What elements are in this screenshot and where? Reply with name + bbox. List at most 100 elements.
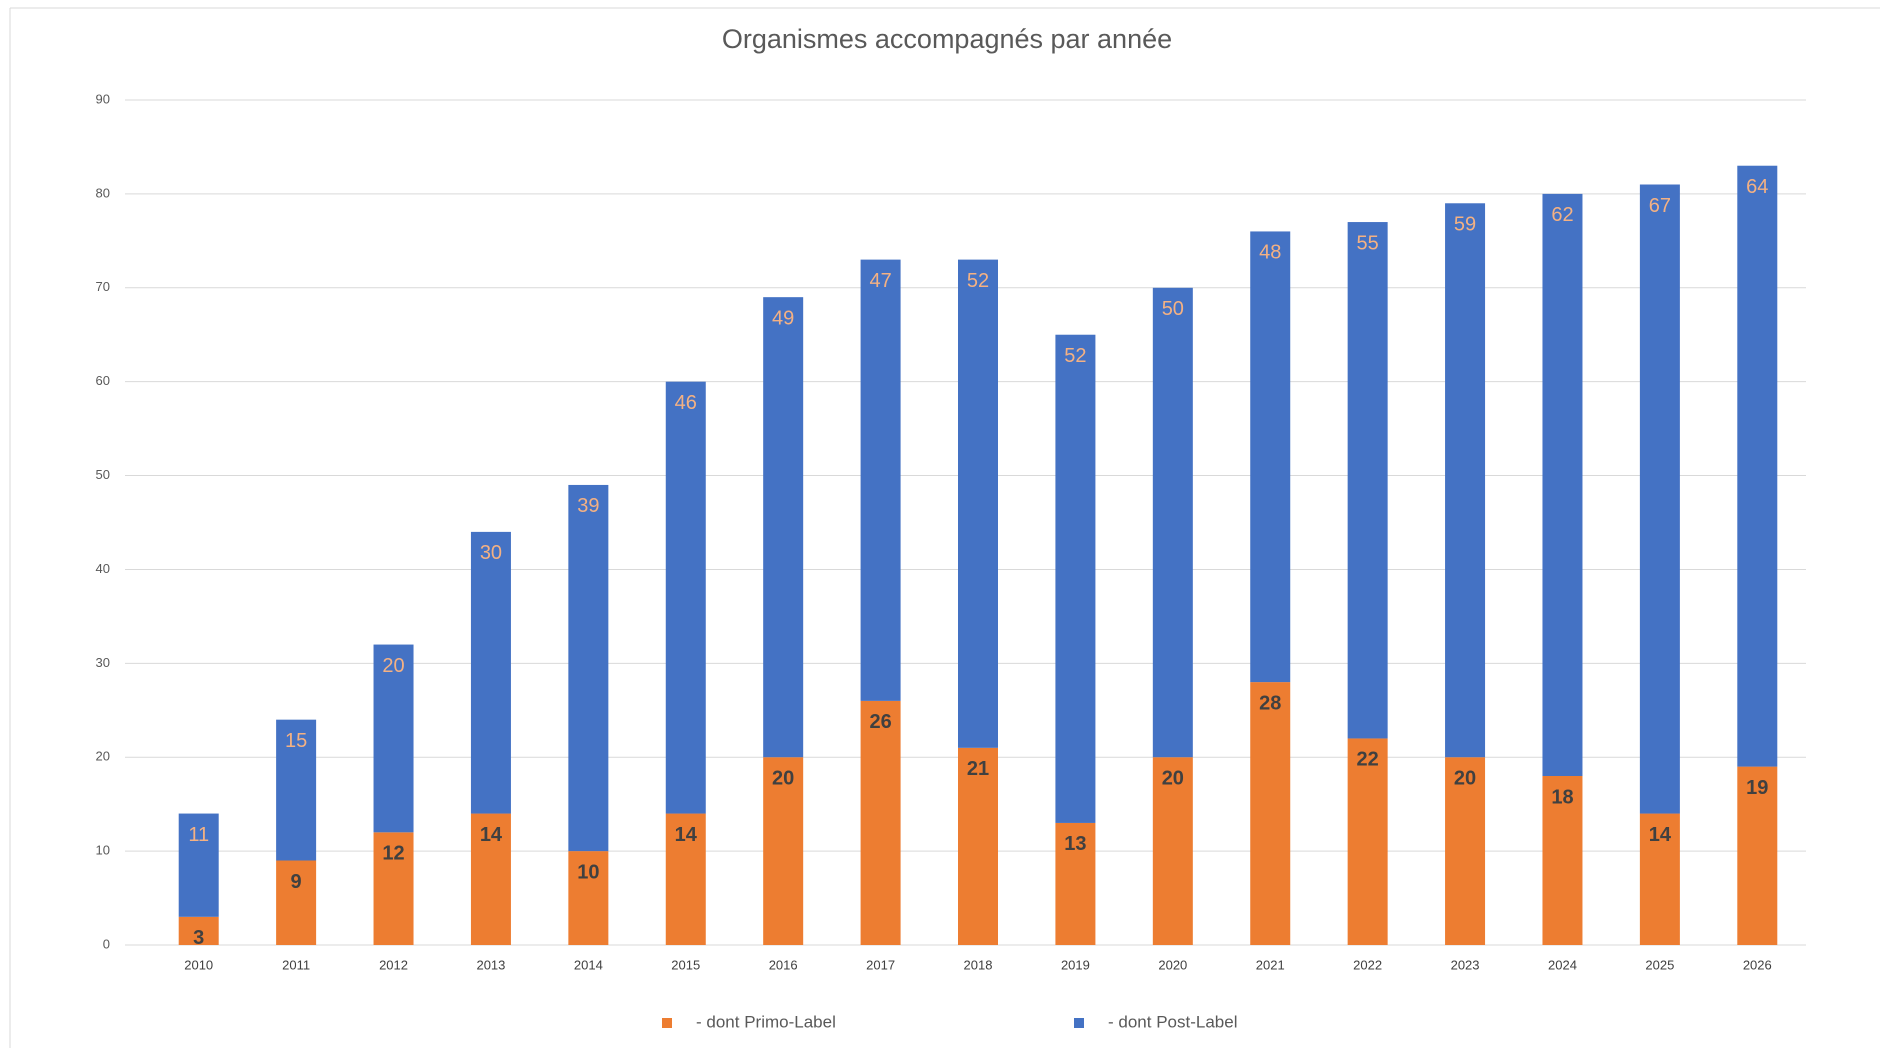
bar-segment <box>1152 757 1193 945</box>
data-label: 14 <box>480 824 503 846</box>
bar-segment <box>860 700 901 945</box>
data-label: 46 <box>675 392 697 414</box>
y-tick-label: 90 <box>96 91 110 106</box>
bar-segment <box>1250 682 1291 945</box>
data-label: 67 <box>1649 195 1671 217</box>
data-label: 11 <box>188 824 209 846</box>
data-label: 55 <box>1357 232 1379 254</box>
data-label: 21 <box>967 758 989 780</box>
bar-segment <box>470 531 511 814</box>
data-label: 20 <box>382 655 404 677</box>
data-label: 14 <box>1649 824 1672 846</box>
y-tick-label: 10 <box>96 843 110 858</box>
bar-segment <box>958 747 998 945</box>
y-tick-label: 60 <box>96 373 110 388</box>
data-label: 12 <box>382 843 404 865</box>
legend-label: - dont Post-Label <box>1108 1012 1237 1031</box>
data-label: 49 <box>772 307 794 329</box>
bar-segment <box>470 813 511 945</box>
x-tick-label: 2013 <box>476 957 505 972</box>
data-label: 30 <box>480 542 502 564</box>
data-label: 39 <box>577 495 599 517</box>
data-label: 48 <box>1259 242 1281 264</box>
data-label: 9 <box>291 871 302 893</box>
data-label: 28 <box>1259 692 1281 714</box>
bar-segment <box>373 832 414 945</box>
x-tick-label: 2012 <box>379 957 408 972</box>
chart-title: Organismes accompagnés par année <box>722 24 1172 54</box>
y-tick-label: 50 <box>96 467 110 482</box>
data-label: 64 <box>1746 176 1768 198</box>
bar-segment <box>568 851 609 945</box>
data-label: 3 <box>193 927 204 949</box>
x-tick-label: 2024 <box>1548 957 1577 972</box>
bar-segment <box>763 297 804 758</box>
y-tick-label: 20 <box>96 749 110 764</box>
data-label: 20 <box>1454 768 1476 790</box>
x-tick-label: 2015 <box>671 957 700 972</box>
bar-segment <box>1055 334 1096 823</box>
data-label: 26 <box>869 711 891 733</box>
bar-segment <box>763 757 804 945</box>
bar-segment <box>1542 193 1583 776</box>
bar-segment <box>958 259 998 748</box>
y-tick-label: 0 <box>103 936 110 951</box>
bar-segment <box>1639 184 1680 814</box>
bar-segment <box>1737 165 1778 767</box>
x-tick-label: 2022 <box>1353 957 1382 972</box>
x-tick-label: 2017 <box>866 957 895 972</box>
bar-segment <box>1542 776 1583 945</box>
data-label: 20 <box>1162 768 1184 790</box>
bar-segment <box>276 860 317 945</box>
y-tick-label: 40 <box>96 561 110 576</box>
bar-segment <box>1347 222 1388 739</box>
bar-segment <box>373 644 414 833</box>
bar-segment <box>178 916 219 945</box>
data-label: 52 <box>967 270 989 292</box>
y-tick-label: 30 <box>96 655 110 670</box>
data-label: 15 <box>285 730 307 752</box>
bar-segment <box>276 719 317 861</box>
bar-segment <box>568 484 609 852</box>
data-label: 47 <box>869 270 891 292</box>
x-tick-label: 2016 <box>769 957 798 972</box>
data-label: 62 <box>1551 204 1573 226</box>
legend-label: - dont Primo-Label <box>696 1012 836 1031</box>
x-tick-label: 2011 <box>282 957 310 972</box>
data-label: 10 <box>577 861 599 883</box>
bar-segment <box>1347 738 1388 945</box>
data-label: 22 <box>1357 749 1379 771</box>
bar-segment <box>860 259 901 701</box>
legend-swatch <box>1074 1018 1084 1028</box>
data-label: 50 <box>1162 298 1184 320</box>
data-label: 19 <box>1746 777 1768 799</box>
bar-segment <box>1055 822 1096 945</box>
data-label: 52 <box>1064 345 1086 367</box>
bar-segment <box>1152 287 1193 758</box>
data-label: 20 <box>772 768 794 790</box>
bar-segment <box>178 813 219 917</box>
bar-segment <box>1445 203 1486 758</box>
x-tick-label: 2023 <box>1451 957 1480 972</box>
data-label: 18 <box>1551 786 1573 808</box>
bar-segment <box>1737 766 1778 945</box>
x-tick-label: 2025 <box>1645 957 1674 972</box>
x-tick-label: 2021 <box>1256 957 1285 972</box>
legend-swatch <box>662 1018 672 1028</box>
bar-segment <box>1639 813 1680 945</box>
x-tick-label: 2018 <box>964 957 993 972</box>
x-tick-label: 2019 <box>1061 957 1090 972</box>
bar-segment <box>1250 231 1291 683</box>
y-tick-label: 70 <box>96 279 110 294</box>
x-tick-label: 2026 <box>1743 957 1772 972</box>
data-label: 13 <box>1064 833 1086 855</box>
bar-segment <box>1445 757 1486 945</box>
bar-segment <box>665 381 706 814</box>
x-tick-label: 2010 <box>184 957 213 972</box>
bar-segment <box>665 813 706 945</box>
data-label: 14 <box>675 824 698 846</box>
y-tick-label: 80 <box>96 185 110 200</box>
data-label: 59 <box>1454 214 1476 236</box>
